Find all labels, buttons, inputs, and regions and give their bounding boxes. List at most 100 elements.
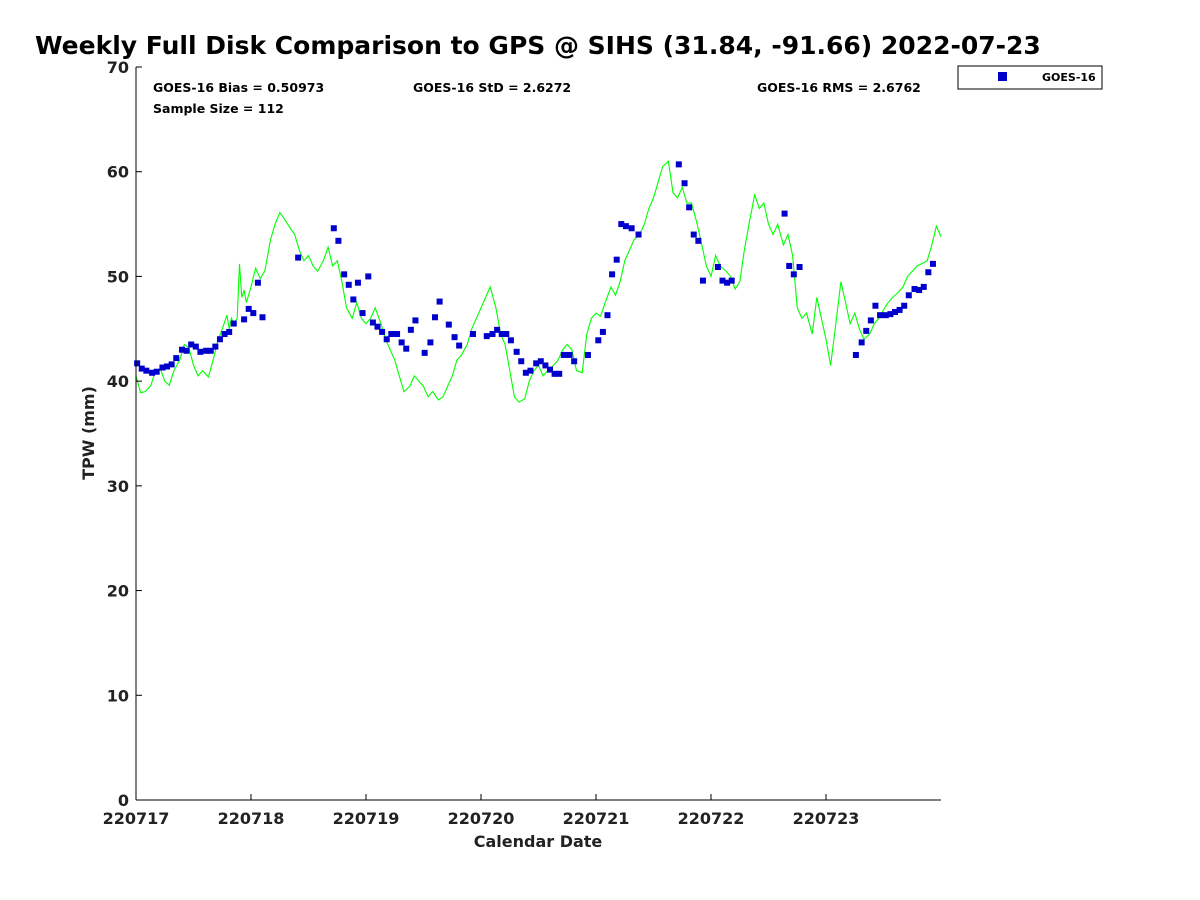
x-tick-label: 220717 bbox=[103, 809, 170, 828]
goes16-point bbox=[628, 225, 635, 232]
goes16-point bbox=[690, 231, 697, 238]
y-tick-label: 70 bbox=[107, 58, 129, 77]
goes16-point bbox=[518, 358, 525, 365]
y-tick-label: 30 bbox=[107, 477, 129, 496]
goes16-point bbox=[216, 336, 223, 343]
goes16-point bbox=[901, 302, 908, 309]
y-tick-label: 50 bbox=[107, 267, 129, 286]
y-tick-label: 40 bbox=[107, 372, 129, 391]
goes16-point bbox=[250, 310, 257, 317]
goes16-point bbox=[547, 366, 553, 373]
goes16-point bbox=[852, 351, 859, 358]
goes16-point bbox=[786, 262, 793, 269]
x-tick-label: 220722 bbox=[678, 809, 745, 828]
goes16-point bbox=[686, 204, 693, 211]
y-axis-label: TPW (mm) bbox=[79, 386, 98, 480]
goes16-point bbox=[618, 221, 625, 228]
goes16-point bbox=[483, 333, 490, 340]
bias-stat: GOES-16 Bias = 0.50973 bbox=[153, 80, 324, 95]
goes16-point bbox=[513, 348, 520, 355]
goes16-point bbox=[882, 312, 889, 319]
goes16-point bbox=[896, 306, 903, 313]
goes16-point bbox=[584, 351, 591, 358]
goes16-point bbox=[714, 264, 721, 271]
x-tick-label: 220720 bbox=[448, 809, 515, 828]
goes16-point bbox=[173, 355, 180, 362]
goes16-point bbox=[134, 360, 141, 367]
goes16-point bbox=[566, 351, 573, 358]
y-tick-label: 10 bbox=[107, 686, 129, 705]
goes16-point bbox=[183, 347, 190, 354]
goes16-point bbox=[192, 343, 199, 350]
goes16-point bbox=[595, 337, 602, 344]
goes16-point bbox=[635, 231, 642, 238]
goes16-point bbox=[354, 279, 361, 286]
goes16-point bbox=[863, 327, 870, 334]
goes16-point bbox=[877, 312, 884, 319]
goes16-point bbox=[388, 331, 395, 338]
goes16-point bbox=[159, 364, 166, 371]
goes16-point bbox=[365, 273, 372, 280]
legend-label-goes16: GOES-16 bbox=[1042, 71, 1096, 84]
goes16-point bbox=[226, 328, 233, 335]
goes16-point bbox=[432, 314, 438, 321]
goes16-point bbox=[542, 362, 549, 369]
goes16-point bbox=[507, 337, 514, 344]
goes16-point bbox=[398, 339, 405, 346]
x-tick-label: 220723 bbox=[793, 809, 860, 828]
goes16-point bbox=[533, 360, 540, 367]
goes16-point bbox=[330, 225, 337, 232]
x-tick-label: 220719 bbox=[333, 809, 400, 828]
goes16-point bbox=[892, 309, 898, 316]
plot-area bbox=[134, 160, 942, 403]
goes16-point bbox=[905, 292, 912, 299]
goes16-point bbox=[537, 358, 544, 365]
goes16-point bbox=[613, 256, 620, 263]
sample-size-stat: Sample Size = 112 bbox=[153, 101, 284, 116]
goes16-point bbox=[407, 326, 414, 333]
goes16-point bbox=[781, 210, 788, 217]
goes16-point bbox=[498, 331, 505, 338]
goes16-point bbox=[369, 319, 376, 326]
goes16-point bbox=[503, 331, 510, 338]
goes16-point bbox=[230, 320, 237, 327]
goes16-point bbox=[436, 298, 443, 305]
goes16-point bbox=[335, 237, 342, 244]
goes16-point bbox=[724, 279, 731, 286]
goes16-point bbox=[925, 269, 932, 276]
goes16-point bbox=[527, 367, 534, 374]
goes16-point bbox=[259, 314, 266, 321]
legend: GOES-16 bbox=[957, 65, 1103, 90]
goes16-point bbox=[494, 326, 501, 333]
goes16-point bbox=[695, 237, 702, 244]
goes16-point bbox=[359, 310, 366, 317]
goes16-point bbox=[887, 311, 894, 318]
goes16-point bbox=[609, 271, 616, 278]
goes16-point bbox=[622, 223, 629, 230]
goes16-point bbox=[412, 317, 419, 324]
x-tick-label: 220718 bbox=[218, 809, 285, 828]
y-tick-label: 60 bbox=[107, 163, 129, 182]
goes16-point bbox=[916, 287, 923, 294]
goes16-point bbox=[221, 331, 228, 338]
goes16-point bbox=[168, 361, 175, 368]
goes16-point bbox=[188, 341, 195, 348]
y-axis: 0 10 20 30 40 50 60 70 bbox=[107, 58, 142, 810]
goes16-point bbox=[599, 328, 606, 335]
gps-series-line bbox=[135, 160, 942, 403]
goes16-point bbox=[427, 339, 434, 346]
goes16-point bbox=[445, 321, 452, 328]
goes16-point bbox=[456, 342, 463, 349]
goes16-point bbox=[522, 369, 529, 376]
goes16-point bbox=[451, 334, 458, 341]
goes16-point bbox=[207, 347, 214, 354]
goes16-point bbox=[350, 296, 357, 303]
goes16-point bbox=[379, 328, 386, 335]
y-tick-label: 20 bbox=[107, 582, 129, 601]
goes16-point bbox=[421, 349, 428, 356]
goes16-point bbox=[604, 312, 611, 319]
x-axis: 220717 220718 220719 220720 220721 220722 2207… bbox=[103, 794, 941, 828]
goes16-point bbox=[728, 277, 735, 284]
goes16-point bbox=[469, 331, 476, 338]
goes16-point bbox=[929, 260, 936, 267]
